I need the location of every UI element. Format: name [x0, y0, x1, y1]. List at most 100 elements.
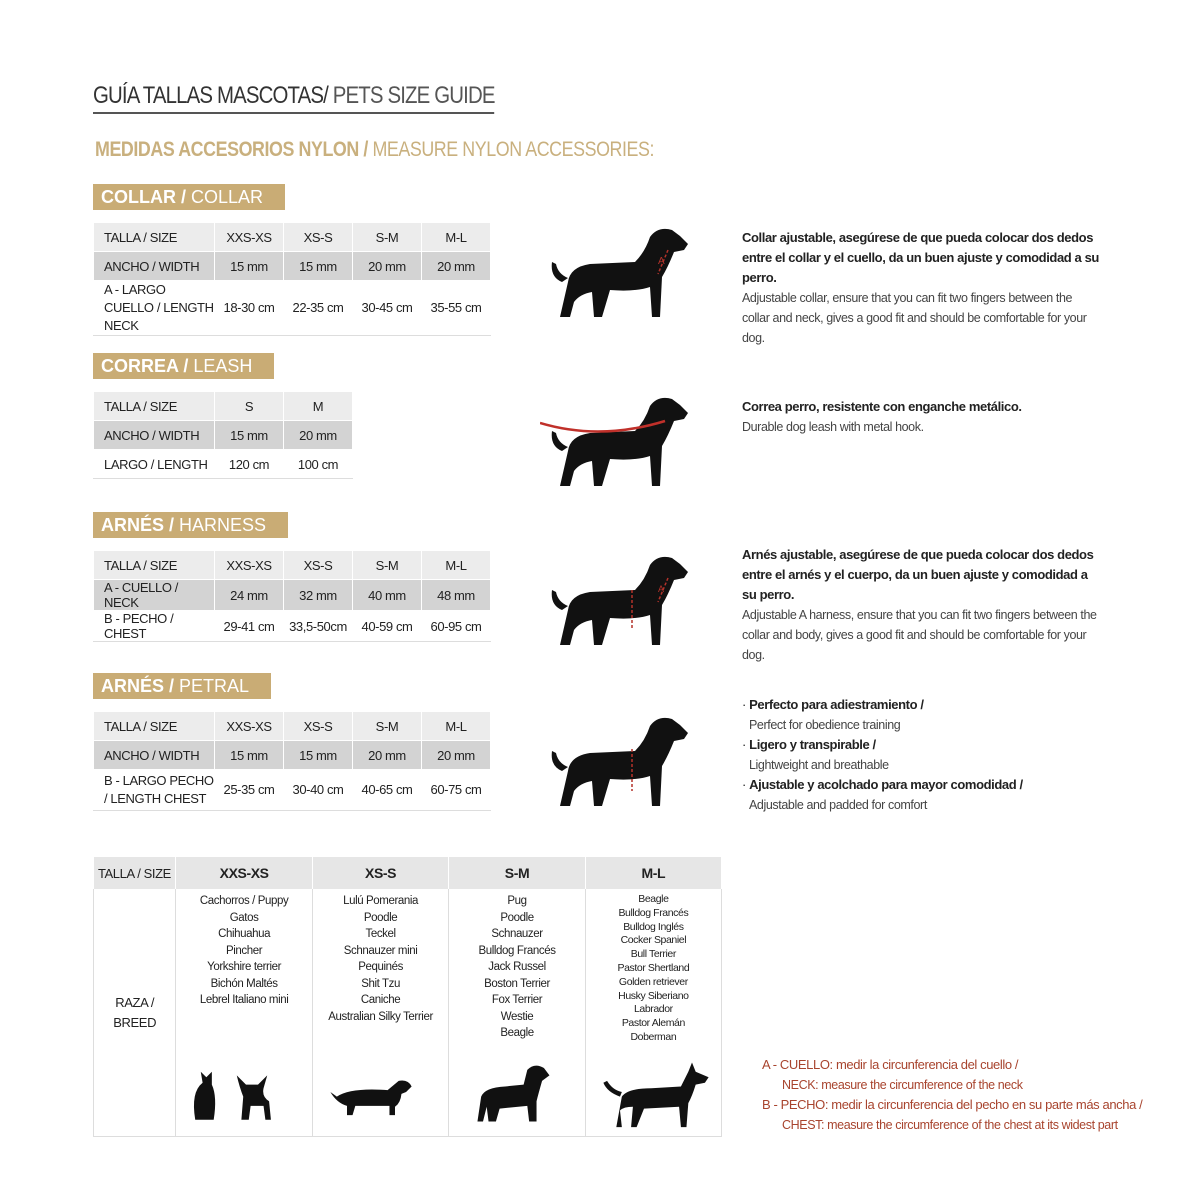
table-cell: 15 mm — [283, 740, 353, 770]
table-cell: 29-41 cm — [214, 610, 284, 642]
breed-name: Fox Terrier — [491, 994, 543, 1006]
breed-name: Cachorros / Puppy — [199, 895, 289, 907]
feature-es: Ligero y transpirable / — [749, 737, 876, 752]
table-cell: 30-45 cm — [352, 280, 422, 336]
header-cell: M-L — [421, 222, 491, 252]
breed-name: Boston Terrier — [484, 977, 550, 990]
header-cell: TALLA / SIZE — [93, 391, 215, 421]
breed-name: Husky Siberiano — [618, 989, 689, 1002]
dog-silhouette-icon: A — [551, 556, 688, 645]
table-cell: 22-35 cm — [283, 280, 353, 336]
breed-name: Bull Terrier — [630, 948, 677, 961]
breed-name: Labrador — [633, 1003, 673, 1016]
desc-en: Adjustable collar, ensure that you can f… — [742, 291, 1087, 345]
header-cell: TALLA / SIZE — [93, 222, 215, 252]
breed-name: Chihuahua — [218, 928, 271, 940]
breed-name: Pastor Shertland — [617, 961, 690, 974]
size-table: TALLA / SIZE XXS-XS XS-S S-M M-L ANCHO / WIDT… — [93, 222, 491, 336]
breed-name: Poodle — [500, 911, 534, 924]
breed-name: Teckel — [365, 928, 396, 940]
breed-name: Beagle — [500, 1027, 534, 1039]
size-table: TALLA / SIZE S M ANCHO / WIDTH 15 mm 20 mm LAR… — [93, 391, 353, 479]
dog-silhouette-icon — [540, 397, 688, 486]
table-cell: 60-95 cm — [421, 610, 491, 642]
dog-silhouette-icon: A — [551, 228, 688, 317]
header-cell: TALLA / SIZE — [93, 550, 215, 580]
feature-item: · Perfecto para adiestramiento / Perfect … — [742, 697, 924, 732]
breed-cell: Pug Poodle Schnauzer Bulldog Francés Jack Ru… — [448, 889, 586, 1137]
feature-en: Adjustable and padded for comfort — [749, 798, 927, 812]
legend-item: A - CUELLO: medir la circunferencia del … — [762, 1055, 1142, 1095]
desc-es: Correa perro, resistente con enganche me… — [742, 399, 1022, 414]
table-cell: 15 mm — [214, 251, 284, 281]
desc-en: Durable dog leash with metal hook. — [742, 420, 924, 434]
table-cell: 20 mm — [421, 740, 491, 770]
title-es: GUÍA TALLAS MASCOTAS/ — [93, 82, 329, 109]
dog-silhouette-icon — [551, 717, 688, 806]
legend-en: NECK: measure the circumference of the n… — [782, 1078, 1023, 1092]
table-cell: 18-30 cm — [214, 280, 284, 336]
legend-es: A - CUELLO: medir la circunferencia del … — [762, 1057, 1019, 1072]
title-en: PETS SIZE GUIDE — [327, 82, 496, 109]
doberman-silhouette-icon — [603, 1062, 709, 1128]
page-subtitle: MEDIDAS ACCESORIOS NYLON / MEASURE NYLON… — [95, 138, 654, 162]
breed-name: Pastor Alemán — [621, 1017, 685, 1030]
feature-en: Perfect for obedience training — [749, 718, 901, 732]
breed-name: Jack Russel — [488, 961, 546, 973]
section-description: Arnés ajustable, asegúrese de que pueda … — [742, 545, 1102, 665]
table-row: TALLA / SIZE XXS-XS XS-S S-M M-L — [93, 222, 491, 252]
header-cell: XXS-XS — [214, 711, 284, 741]
header-cell: M — [283, 391, 353, 421]
table-cell: ANCHO / WIDTH — [93, 251, 215, 281]
svg-text:A: A — [658, 256, 665, 267]
section-badge: ARNÉS / HARNESS — [93, 512, 289, 538]
breed-name: Bulldog Francés — [618, 906, 689, 919]
breed-name: Australian Silky Terrier — [328, 1010, 433, 1023]
table-cell: 48 mm — [421, 579, 491, 611]
breed-name: Bulldog Inglés — [623, 920, 684, 933]
badge-es: CORREA / — [101, 356, 189, 376]
measure-legend: A - CUELLO: medir la circunferencia del … — [762, 1055, 1143, 1135]
table-cell: 20 mm — [283, 420, 353, 450]
table-cell: 33,5-50cm — [283, 610, 353, 642]
section-description: Correa perro, resistente con enganche me… — [742, 397, 1102, 437]
breed-table: TALLA / SIZE XXS-XS XS-S S-M M-L RAZA / BREED… — [92, 857, 723, 1137]
table-cell: 32 mm — [283, 579, 353, 611]
breed-header-cell: M-L — [585, 857, 723, 889]
subtitle-es: MEDIDAS ACCESORIOS NYLON / — [95, 138, 373, 161]
table-cell: 15 mm — [214, 420, 284, 450]
desc-es: Arnés ajustable, asegúrese de que pueda … — [742, 547, 1094, 602]
breed-name: Westie — [500, 1010, 534, 1023]
breed-name: Pug — [507, 895, 527, 907]
header-cell: S-M — [352, 711, 422, 741]
table-cell: 40 mm — [352, 579, 422, 611]
header-cell: XS-S — [283, 550, 353, 580]
breed-name: Golden retriever — [618, 975, 688, 988]
feature-es: Perfecto para adiestramiento / — [749, 697, 924, 712]
badge-es: ARNÉS / — [101, 676, 175, 696]
breed-header-cell: TALLA / SIZE — [93, 857, 177, 889]
breed-name: Bichón Maltés — [210, 977, 278, 990]
section-badge: CORREA / LEASH — [93, 353, 275, 379]
breed-name: Schnauzer mini — [343, 944, 418, 957]
header-cell: S-M — [352, 550, 422, 580]
dachshund-silhouette-icon — [330, 1080, 412, 1116]
header-cell: XXS-XS — [214, 550, 284, 580]
table-row: LARGO / LENGTH 120 cm 100 cm — [93, 449, 353, 479]
breed-name: Yorkshire terrier — [207, 961, 282, 973]
header-cell: M-L — [421, 550, 491, 580]
breed-name: Bulldog Francés — [478, 944, 556, 957]
legend-item: B - PECHO: medir la circunferencia del p… — [762, 1095, 1143, 1135]
table-cell: 60-75 cm — [421, 769, 491, 811]
header-cell: XS-S — [283, 222, 353, 252]
breed-name: Lulú Pomerania — [343, 895, 419, 907]
header-cell: S — [214, 391, 284, 421]
table-cell: 100 cm — [283, 449, 353, 479]
table-cell: LARGO / LENGTH — [93, 449, 215, 479]
table-row: TALLA / SIZE XXS-XS XS-S S-M M-L — [93, 711, 491, 741]
breed-name: Lebrel Italiano mini — [199, 994, 289, 1006]
feature-item: · Ligero y transpirable / Lightweight and… — [742, 737, 889, 772]
legend-es: B - PECHO: medir la circunferencia del p… — [762, 1097, 1143, 1112]
table-cell: 20 mm — [352, 251, 422, 281]
size-table: TALLA / SIZE XXS-XS XS-S S-M M-L ANCHO / WIDT… — [93, 711, 491, 811]
